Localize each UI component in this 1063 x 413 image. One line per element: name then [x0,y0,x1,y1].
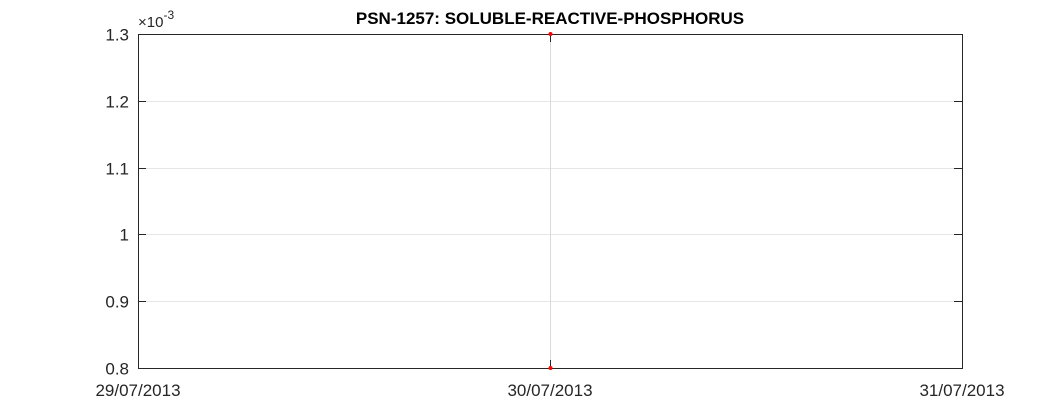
y-tick-label: 1.3 [105,26,129,45]
y-tick-label: 0.8 [105,360,129,379]
chart-title: PSN-1257: SOLUBLE-REACTIVE-PHOSPHORUS [356,9,744,28]
y-axis-tick-labels: 0.8 0.9 1 1.1 1.2 1.3 [105,26,129,379]
y-tick-label: 1 [120,226,129,245]
x-axis-tick-labels: 29/07/2013 30/07/2013 31/07/2013 [95,381,1004,400]
y-tick-label: 0.9 [105,293,129,312]
data-point [548,32,553,36]
y-axis-multiplier: ×10-3 [138,8,174,31]
data-point [548,366,553,370]
y-axis-multiplier-base: ×10 [138,14,163,31]
y-axis-multiplier-exponent: -3 [163,8,174,22]
x-tick-label: 30/07/2013 [507,381,592,400]
y-tick-label: 1.1 [105,160,129,179]
data-points [548,32,553,370]
x-tick-label: 31/07/2013 [919,381,1004,400]
x-tick-label: 29/07/2013 [95,381,180,400]
y-tick-label: 1.2 [105,93,129,112]
